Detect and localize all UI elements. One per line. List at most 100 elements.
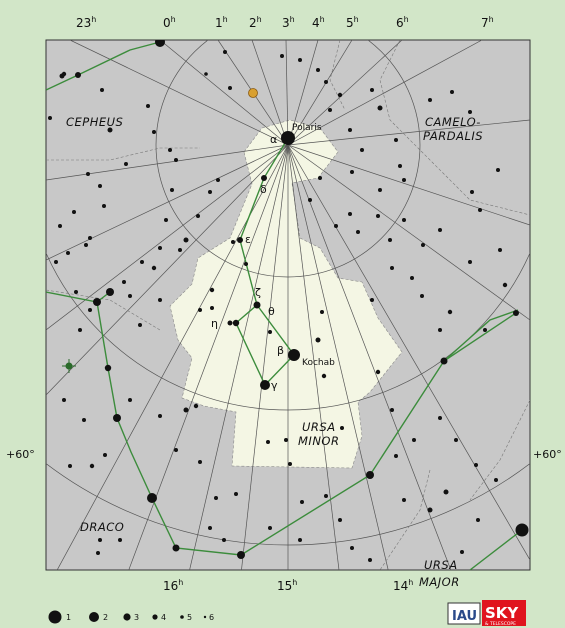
- star: [178, 248, 182, 252]
- constellation-name-ursa-major-line1: URSA: [424, 558, 458, 572]
- star: [318, 176, 322, 180]
- star: [93, 298, 101, 306]
- star: [68, 464, 72, 468]
- star: [158, 298, 162, 302]
- star: [89, 463, 95, 469]
- svg-text:2: 2: [103, 613, 108, 622]
- star: [98, 538, 102, 542]
- star: [74, 290, 78, 294]
- star: [476, 518, 480, 522]
- ra-label-16h: 16h: [163, 578, 183, 593]
- star: [268, 330, 272, 334]
- star: [151, 265, 157, 271]
- star: [447, 309, 453, 315]
- constellation-name-cepheus: CEPHEUS: [66, 115, 123, 129]
- star: [174, 158, 178, 162]
- star: [100, 88, 104, 92]
- star: [214, 496, 218, 500]
- svg-text:5: 5: [187, 613, 192, 622]
- star: [222, 538, 226, 542]
- star: [158, 414, 162, 418]
- star: [390, 408, 394, 412]
- star: [348, 212, 352, 216]
- star: [164, 218, 168, 222]
- star: [315, 337, 321, 343]
- constellation-name-camelopardalis-line2: PARDALIS: [423, 129, 483, 143]
- constellation-boundaries: [46, 40, 530, 570]
- star: [420, 294, 424, 298]
- star: [366, 471, 374, 479]
- ra-label-14h: 14h: [393, 578, 413, 593]
- star: [438, 228, 442, 232]
- star: [88, 236, 92, 240]
- star: [62, 398, 66, 402]
- star: [168, 148, 172, 152]
- star: [320, 310, 324, 314]
- star: [147, 493, 157, 503]
- star: [261, 175, 267, 181]
- star: [152, 130, 156, 134]
- star: [388, 238, 392, 242]
- planet-marker: [248, 88, 258, 98]
- star: [209, 287, 215, 293]
- star: [216, 178, 220, 182]
- greek-alpha: α: [270, 133, 277, 146]
- star: [298, 538, 302, 542]
- star: [128, 398, 132, 402]
- star: [84, 243, 88, 247]
- star: [443, 489, 449, 495]
- star: [410, 276, 414, 280]
- constellation-name-ursa-major-line2: MAJOR: [419, 575, 460, 589]
- star: [474, 463, 478, 467]
- svg-text:SKY: SKY: [485, 604, 519, 622]
- star: [54, 260, 58, 264]
- star: [104, 364, 112, 372]
- star: [281, 131, 295, 145]
- star: [66, 251, 70, 255]
- greek-epsilon: ε: [245, 233, 251, 246]
- star: [118, 538, 122, 542]
- star: [234, 492, 238, 496]
- deep-sky-marker: [62, 359, 76, 373]
- star: [284, 438, 288, 442]
- ra-label-4h: 4h: [312, 15, 325, 30]
- star: [515, 523, 529, 537]
- magnitude-legend: 1 2 3 4 5 6: [48, 610, 214, 624]
- star: [231, 240, 235, 244]
- star: [75, 72, 81, 78]
- star: [375, 369, 381, 375]
- star: [334, 224, 338, 228]
- greek-gamma: γ: [271, 379, 278, 392]
- star: [368, 558, 372, 562]
- star: [146, 104, 150, 108]
- star: [498, 248, 502, 252]
- star: [106, 288, 114, 296]
- svg-text:1: 1: [66, 613, 71, 622]
- star: [208, 526, 212, 530]
- constellation-name-draco: DRACO: [80, 520, 124, 534]
- star: [78, 328, 82, 332]
- star: [183, 237, 189, 243]
- star: [300, 500, 304, 504]
- star: [402, 218, 406, 222]
- star: [103, 453, 107, 457]
- dec-label-left: +60°: [6, 448, 35, 461]
- star: [494, 478, 498, 482]
- star: [324, 80, 328, 84]
- star: [496, 168, 500, 172]
- star: [124, 162, 128, 166]
- star: [298, 58, 302, 62]
- star: [421, 243, 425, 247]
- star: [376, 214, 380, 218]
- greek-theta: θ: [268, 305, 275, 318]
- star: [48, 116, 52, 120]
- svg-text:IAU: IAU: [452, 609, 477, 624]
- star: [360, 148, 364, 152]
- ra-label-1h: 1h: [215, 15, 228, 30]
- greek-beta: β: [277, 344, 284, 357]
- ra-label-2h: 2h: [249, 15, 262, 30]
- star: [174, 448, 178, 452]
- constellation-name-ursa-minor-line1: URSA: [302, 420, 336, 434]
- star: [428, 98, 432, 102]
- star: [412, 438, 416, 442]
